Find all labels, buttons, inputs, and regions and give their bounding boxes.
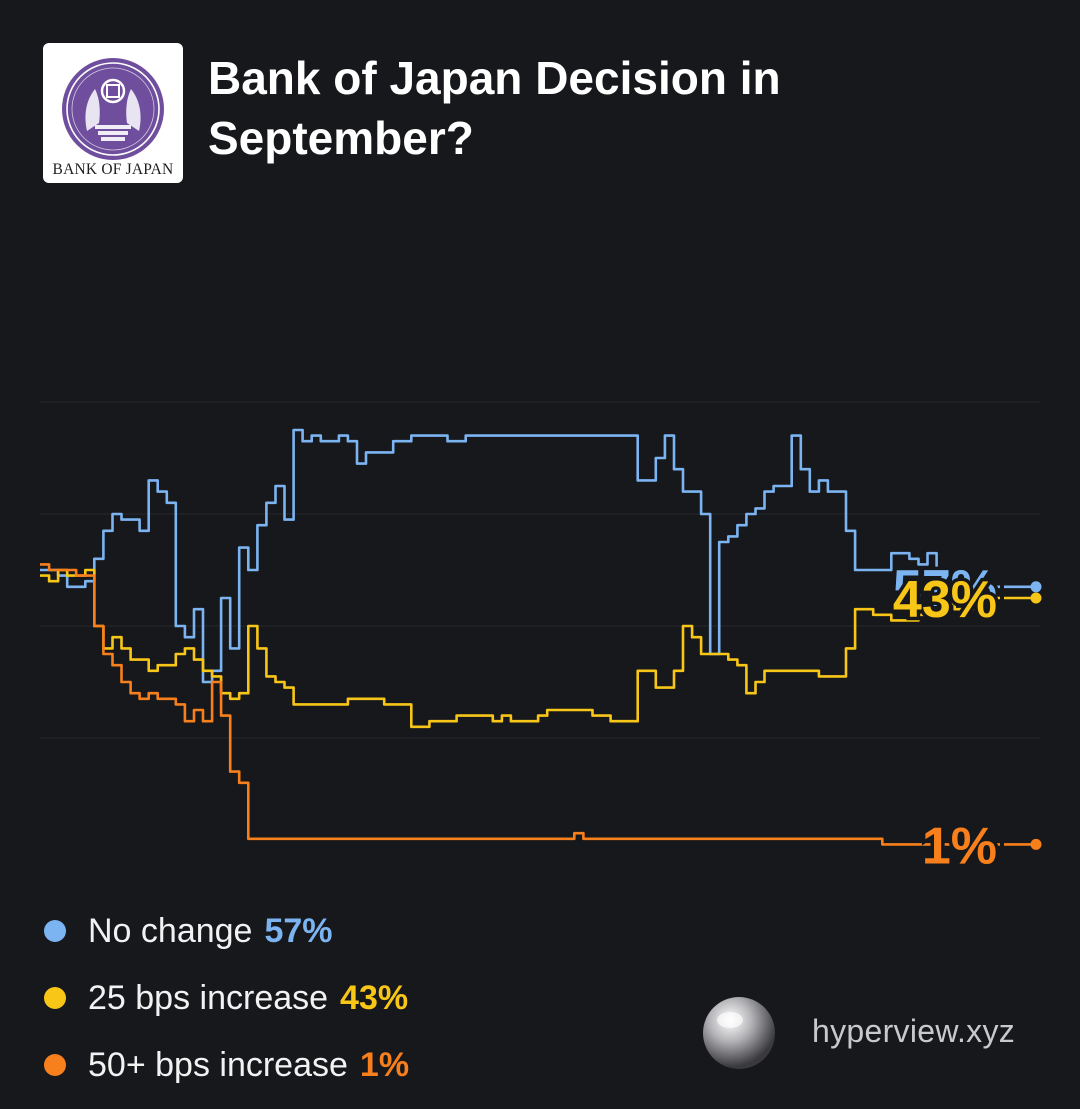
bank-of-japan-logo: BANK OF JAPAN — [43, 43, 183, 183]
logo-text: BANK OF JAPAN — [52, 161, 174, 178]
brand-name: hyperview.xyz — [812, 1013, 1016, 1049]
legend-dot-50-bps — [44, 1054, 66, 1076]
legend-value: 57% — [264, 911, 333, 950]
series-line-1 — [40, 568, 1000, 729]
series-end-label-1: 43% — [893, 571, 997, 629]
legend-value: 1% — [359, 1045, 410, 1084]
legend: No change 57% 25 bps increase 43% 50+ bp… — [44, 908, 409, 1109]
series-end-dot-0 — [1030, 581, 1042, 593]
page-title: Bank of Japan Decision in September? — [208, 52, 781, 164]
bank-of-japan-seal-icon — [62, 58, 164, 160]
series-line-2 — [40, 563, 1000, 846]
hyperview-logo-icon — [703, 997, 775, 1069]
legend-label: No change — [88, 911, 253, 950]
legend-label: 50+ bps increase — [88, 1045, 348, 1084]
legend-dot-25-bps — [44, 987, 66, 1009]
series-end-dot-1 — [1030, 592, 1042, 604]
line-chart: 57%43% 1% — [40, 401, 1042, 879]
legend-value: 43% — [340, 978, 409, 1017]
series-end-label-0: 57% — [893, 560, 997, 618]
series-end-dot-2 — [1030, 838, 1042, 850]
legend-dot-no-change — [44, 920, 66, 942]
legend-item-no-change: No change 57% — [44, 908, 409, 954]
legend-item-25-bps: 25 bps increase 43% — [44, 975, 409, 1021]
series-end-label-2: 1% — [922, 817, 997, 875]
legend-item-50-bps: 50+ bps increase 1% — [44, 1042, 409, 1088]
legend-label: 25 bps increase — [88, 978, 329, 1017]
series-line-0 — [40, 428, 1000, 684]
